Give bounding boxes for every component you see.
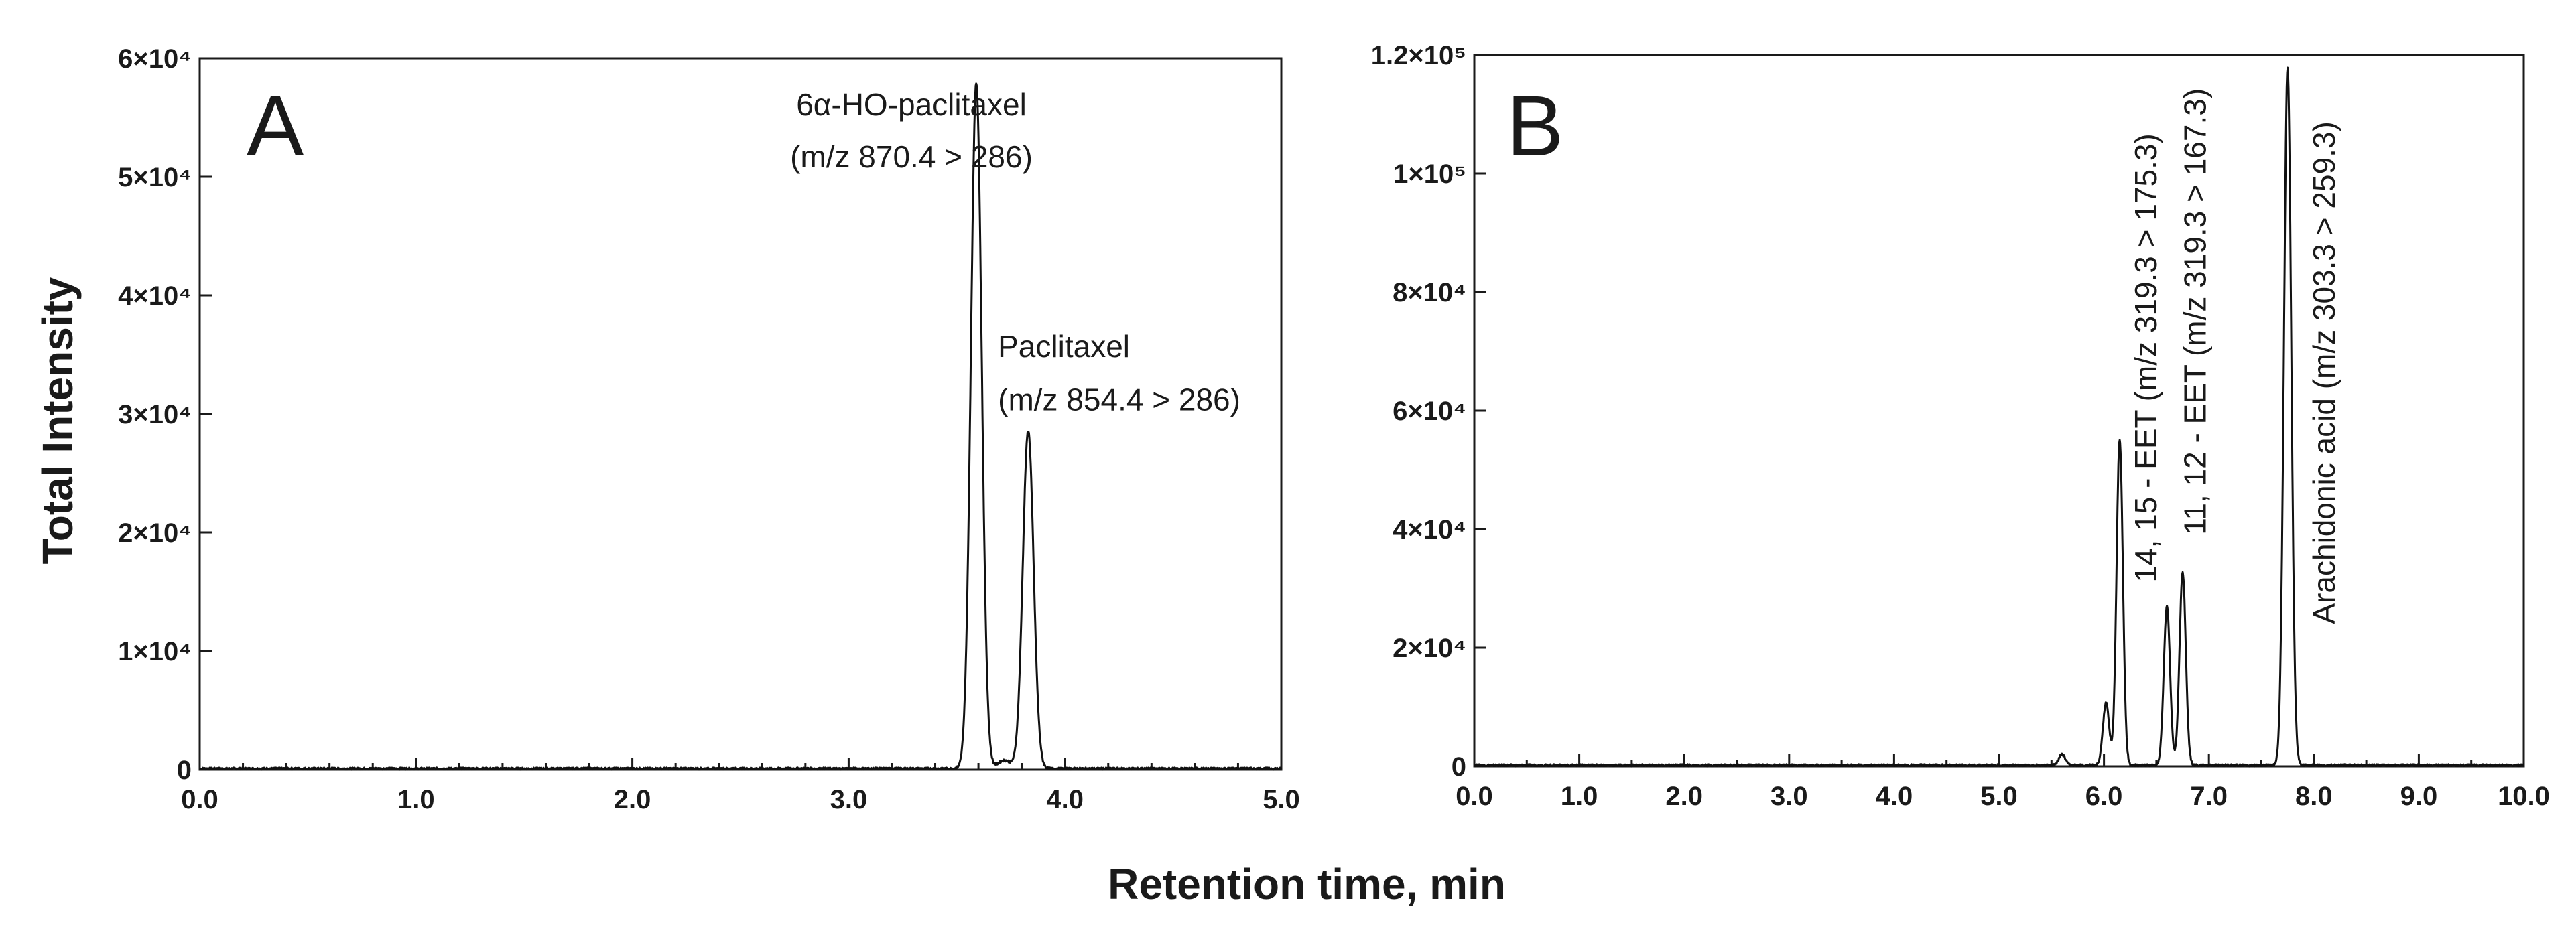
y-tick-label: 1×10⁴ — [118, 637, 192, 666]
y-tick-label: 5×10⁴ — [118, 163, 192, 192]
x-tick-label: 4.0 — [1876, 782, 1913, 811]
x-axis-title: Retention time, min — [1108, 860, 1506, 908]
y-tick-label: 8×10⁴ — [1393, 278, 1466, 307]
x-tick-label: 1.0 — [397, 785, 435, 814]
x-tick-label: 7.0 — [2190, 782, 2228, 811]
peak-annotation: 6α-HO-paclitaxel — [796, 87, 1027, 122]
y-tick-label: 1.2×10⁵ — [1371, 41, 1466, 70]
x-tick-label: 3.0 — [830, 785, 868, 814]
peak-annotation: Paclitaxel — [998, 329, 1130, 364]
chromatogram-line — [1473, 66, 2524, 768]
x-tick-label: 5.0 — [1263, 785, 1300, 814]
y-tick-label: 4×10⁴ — [1393, 515, 1466, 545]
panel-b-ticks: 0.0 1.0 2.0 3.0 4.0 5.0 6.0 7.0 8.0 9.0 10.0 0 2×10⁴… — [1371, 41, 2550, 811]
y-axis-title: Total Intensity — [34, 277, 82, 564]
panel-b-chromatogram: B 0.0 1.0 2.0 3.0 4.0 5.0 6.0 7.0 8.0 9.0 10.0 0 2×1… — [1371, 41, 2550, 811]
y-tick-label: 6×10⁴ — [1393, 397, 1466, 426]
peak-annotation: (m/z 870.4 > 286) — [790, 139, 1033, 174]
y-tick-label: 2×10⁴ — [1393, 634, 1466, 663]
panel-b-annotations: 14, 15 - EET (m/z 319.3 > 175.3) 11, 12 -… — [2128, 88, 2341, 624]
x-tick-label: 5.0 — [1980, 782, 2018, 811]
x-tick-label: 2.0 — [614, 785, 651, 814]
peak-annotation: 14, 15 - EET (m/z 319.3 > 175.3) — [2128, 133, 2163, 582]
x-tick-label: 0.0 — [181, 785, 218, 814]
panel-b-trace — [1473, 66, 2524, 768]
x-tick-label: 2.0 — [1665, 782, 1703, 811]
x-tick-label: 8.0 — [2295, 782, 2333, 811]
peak-annotation: (m/z 854.4 > 286) — [998, 382, 1240, 417]
y-tick-label: 3×10⁴ — [118, 400, 192, 429]
y-tick-label: 2×10⁴ — [118, 518, 192, 548]
panel-a-annotations: 6α-HO-paclitaxel (m/z 870.4 > 286) Paclita… — [790, 87, 1240, 417]
y-tick-label: 1×10⁵ — [1393, 159, 1466, 189]
x-tick-label: 0.0 — [1456, 782, 1493, 811]
panel-b-letter: B — [1506, 78, 1563, 174]
peak-annotation: Arachidonic acid (m/z 303.3 > 259.3) — [2307, 121, 2341, 624]
y-tick-label: 0 — [177, 756, 192, 785]
panel-a-trace — [199, 82, 1283, 771]
x-tick-label: 10.0 — [2498, 782, 2550, 811]
peak-annotation: 11, 12 - EET (m/z 319.3 > 167.3) — [2178, 88, 2213, 535]
panel-a-letter: A — [247, 78, 304, 174]
y-tick-label: 4×10⁴ — [118, 281, 192, 311]
x-tick-label: 4.0 — [1046, 785, 1084, 814]
x-tick-label: 6.0 — [2085, 782, 2123, 811]
x-tick-label: 3.0 — [1770, 782, 1808, 811]
x-tick-label: 1.0 — [1561, 782, 1598, 811]
panel-a-chromatogram: A 0.0 1.0 2.0 3.0 4.0 5.0 0 1×10⁴ 2×10⁴ 3×10⁴ 4×10… — [118, 44, 1300, 814]
y-tick-label: 0 — [1452, 752, 1466, 782]
panel-a-ticks: 0.0 1.0 2.0 3.0 4.0 5.0 0 1×10⁴ 2×10⁴ 3×10⁴ 4×10⁴ 5… — [118, 44, 1300, 814]
x-tick-label: 9.0 — [2400, 782, 2438, 811]
y-tick-label: 6×10⁴ — [118, 44, 192, 74]
chromatogram-line — [199, 82, 1283, 771]
panel-b-plot-frame — [1473, 54, 2525, 768]
